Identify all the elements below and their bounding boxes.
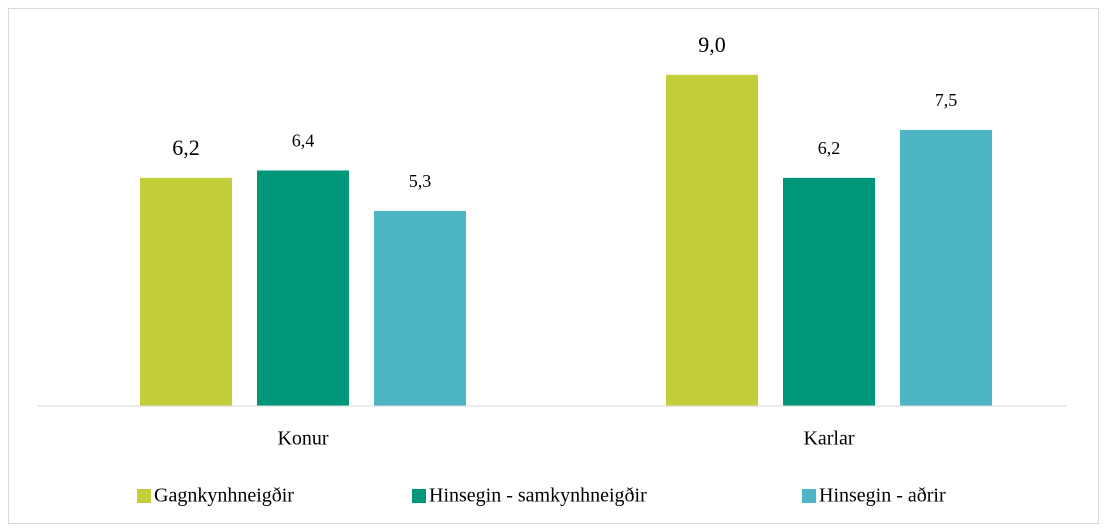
x-tick-label: Konur [277,428,328,450]
legend-label: Gagnkynhneigðir [154,485,294,507]
bar [257,170,349,406]
data-label: 7,5 [935,90,958,110]
data-label: 6,4 [292,131,315,151]
legend-swatch [412,489,426,503]
bar [140,177,232,406]
legend-label: Hinsegin - aðrir [819,485,946,507]
legend-swatch [137,489,151,503]
x-tick-label: Karlar [803,428,854,450]
legend-swatch [802,489,816,503]
bar [900,130,992,406]
bar [666,74,758,407]
data-label: 6,2 [172,135,200,160]
data-label: 9,0 [698,32,726,57]
data-label: 5,3 [409,171,432,191]
bar [783,177,875,406]
legend-label: Hinsegin - samkynhneigðir [429,485,647,507]
data-label: 6,2 [818,138,841,158]
bar [374,210,466,406]
